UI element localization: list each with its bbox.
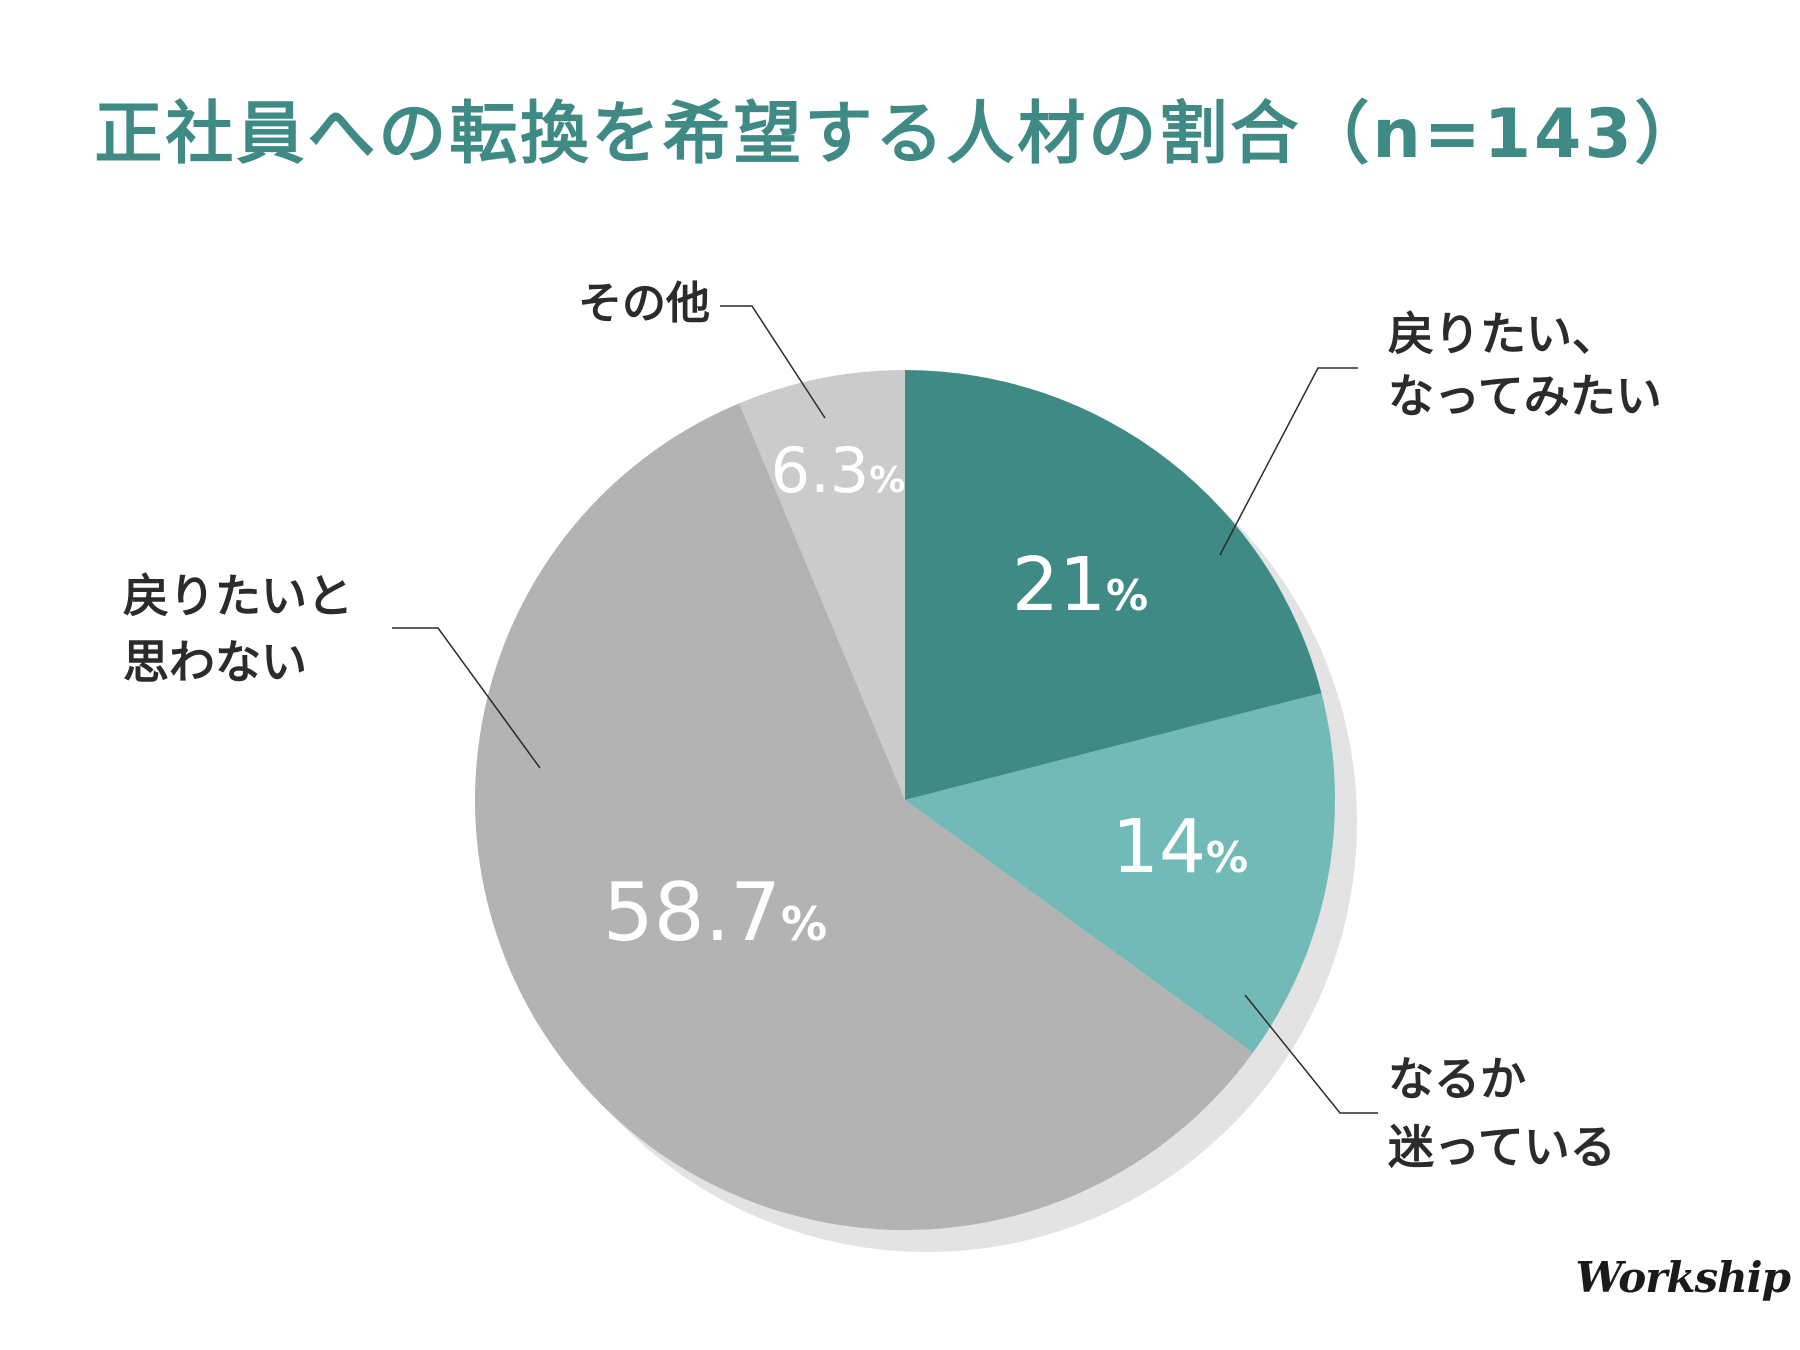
leader-line-2	[1244, 994, 1378, 1114]
slice-category-label-1: 戻りたい、なってみたい	[1388, 307, 1662, 423]
slice-category-label-4: その他	[578, 278, 710, 329]
leader-line-4	[720, 305, 826, 419]
chart-title: 正社員への転換を希望する人材の割合（n=143）	[94, 95, 1706, 174]
slice-percent-label-3: 58.7%	[603, 866, 827, 959]
pie-slice-1	[905, 370, 1322, 800]
pie-slice-4	[739, 370, 905, 800]
leader-line-3	[392, 627, 541, 769]
slice-percent-label-4: 6.3%	[771, 434, 906, 507]
slice-category-label-2: なるか迷っている	[1388, 1052, 1616, 1174]
leader-line-1	[1219, 367, 1358, 556]
slice-category-label-3: 戻りたいと思わない	[123, 569, 353, 689]
slice-percent-label-1: 21%	[1012, 542, 1148, 628]
pie-slice-2	[905, 693, 1335, 1053]
workship-logo: Workship	[1575, 1253, 1791, 1302]
slice-percent-label-2: 14%	[1112, 804, 1248, 890]
pie-slice-3	[474, 403, 1253, 1230]
